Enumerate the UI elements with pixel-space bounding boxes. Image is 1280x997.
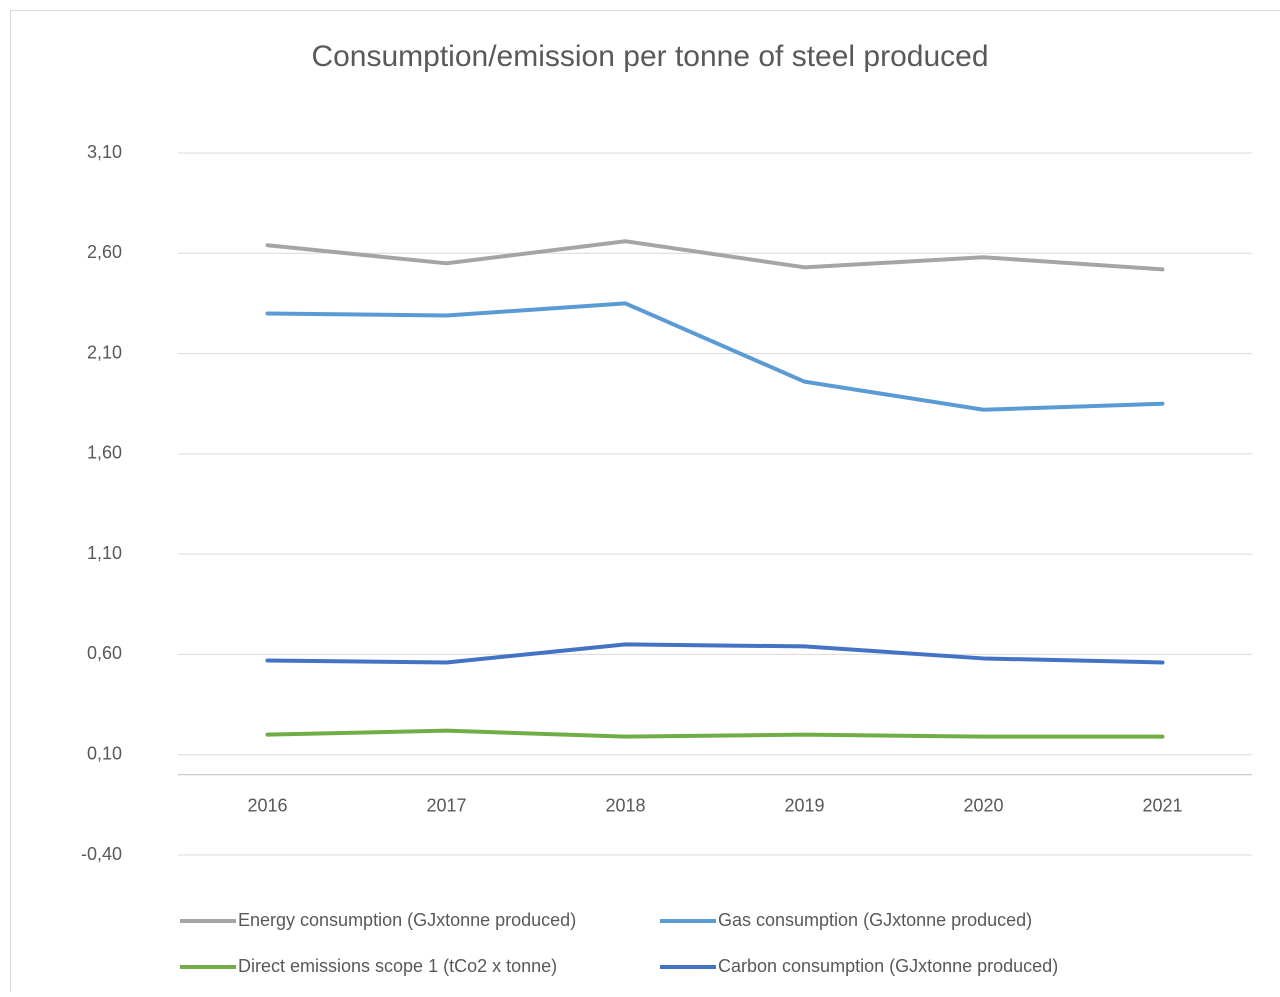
legend-label: Energy consumption (GJxtonne produced): [238, 910, 576, 930]
legend-label: Gas consumption (GJxtonne produced): [718, 910, 1032, 930]
legend-label: Carbon consumption (GJxtonne produced): [718, 956, 1058, 976]
x-tick-label: 2021: [1142, 796, 1182, 816]
y-tick-label: -0,40: [81, 844, 122, 864]
y-tick-label: 2,60: [87, 242, 122, 262]
y-tick-label: 2,10: [87, 342, 122, 362]
y-tick-label: 1,10: [87, 543, 122, 563]
x-tick-label: 2020: [963, 796, 1003, 816]
chart-frame: [11, 11, 1280, 993]
x-tick-label: 2017: [426, 796, 466, 816]
y-tick-label: 1,60: [87, 443, 122, 463]
y-tick-label: 0,60: [87, 643, 122, 663]
x-tick-label: 2019: [784, 796, 824, 816]
chart-title: Consumption/emission per tonne of steel …: [311, 40, 988, 73]
y-tick-label: 0,10: [87, 743, 122, 763]
x-tick-label: 2016: [247, 796, 287, 816]
legend-label: Direct emissions scope 1 (tCo2 x tonne): [238, 956, 557, 976]
x-tick-label: 2018: [605, 796, 645, 816]
y-tick-label: 3,10: [87, 142, 122, 162]
